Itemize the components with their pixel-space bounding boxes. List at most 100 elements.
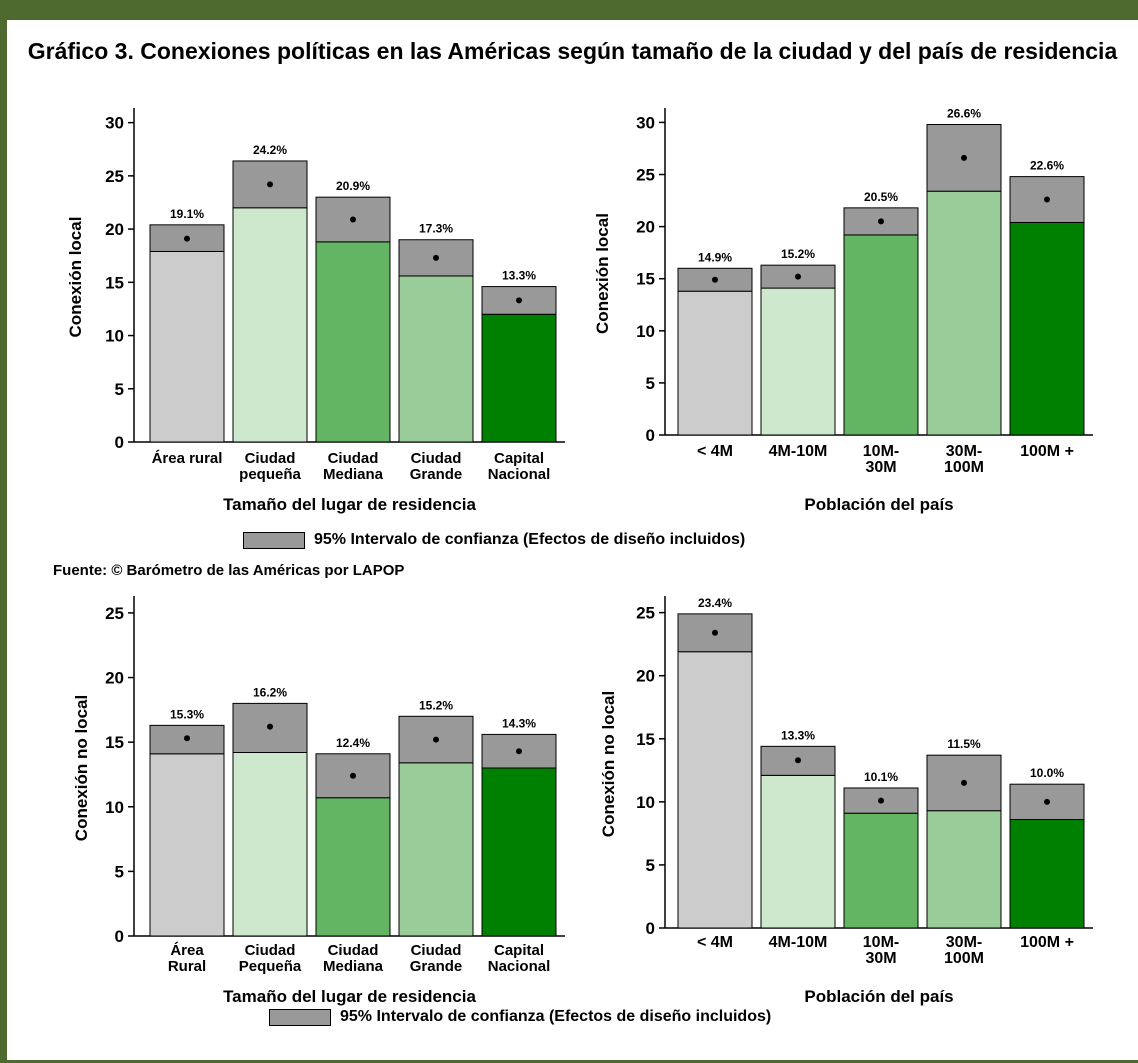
category-label: Grande	[410, 958, 463, 975]
category-label: 10M-	[863, 934, 899, 951]
value-label: 17.3%	[419, 222, 453, 236]
bar	[149, 753, 225, 937]
y-tick-label: 5	[646, 374, 655, 393]
category-label: 30M-	[946, 934, 982, 951]
value-label: 22.6%	[1030, 159, 1064, 173]
chart-nonlocal-city-size: 051015202515.3%ÁreaRural16.2%CiudadPeque…	[72, 596, 565, 1006]
x-axis-title: Población del país	[804, 987, 953, 1006]
category-label: 10M-	[863, 443, 899, 460]
point-estimate	[878, 218, 884, 225]
point-estimate	[516, 297, 522, 304]
value-label: 19.1%	[170, 207, 204, 221]
category-label: < 4M	[697, 443, 733, 460]
value-label: 10.1%	[864, 770, 898, 784]
category-label: < 4M	[697, 934, 733, 951]
bar	[843, 234, 919, 436]
bar	[1009, 221, 1085, 436]
point-estimate	[795, 273, 801, 280]
value-label: 13.3%	[781, 728, 815, 742]
y-tick-label: 5	[646, 856, 655, 875]
y-tick-label: 25	[105, 604, 124, 623]
point-estimate	[184, 735, 190, 742]
x-axis-title: Tamaño del lugar de residencia	[223, 987, 476, 1006]
category-label: Ciudad	[411, 942, 462, 959]
y-tick-label: 25	[105, 167, 124, 186]
point-estimate	[795, 757, 801, 764]
category-label: Rural	[168, 958, 206, 975]
legend-label: 95% Intervalo de confianza (Efectos de d…	[340, 1008, 772, 1025]
y-tick-label: 30	[105, 114, 124, 133]
y-tick-label: 15	[105, 273, 124, 292]
value-label: 20.5%	[864, 190, 898, 204]
point-estimate	[712, 629, 718, 636]
point-estimate	[961, 154, 967, 161]
value-label: 15.2%	[781, 247, 815, 261]
y-tick-label: 5	[115, 862, 124, 881]
bar	[481, 767, 557, 937]
bar	[677, 651, 753, 929]
y-tick-label: 30	[636, 113, 655, 132]
ci-band	[760, 745, 836, 776]
value-label: 14.9%	[698, 250, 732, 264]
value-label: 12.4%	[336, 736, 370, 750]
value-label: 14.3%	[502, 716, 536, 730]
category-label: Mediana	[323, 466, 384, 483]
point-estimate	[350, 772, 356, 779]
y-axis-title: Conexión local	[593, 213, 612, 334]
point-estimate	[1044, 196, 1050, 203]
y-axis-title: Conexión no local	[599, 691, 618, 837]
figure-title: Gráfico 3. Conexiones políticas en las A…	[27, 38, 1118, 64]
value-label: 20.9%	[336, 179, 370, 193]
category-label: Pequeña	[239, 958, 302, 975]
bar	[926, 190, 1002, 436]
y-tick-label: 15	[105, 733, 124, 752]
category-label: Ciudad	[245, 450, 296, 467]
category-label: Ciudad	[245, 942, 296, 959]
figure-frame: Gráfico 3. Conexiones políticas en las A…	[7, 20, 1138, 1060]
value-label: 13.3%	[502, 269, 536, 283]
y-axis-title: Conexión local	[66, 217, 85, 338]
category-label: 100M	[944, 950, 984, 967]
point-estimate	[878, 797, 884, 804]
category-label: Ciudad	[411, 450, 462, 467]
bar	[398, 762, 474, 937]
source-note: Fuente: © Barómetro de las Américas por …	[53, 562, 405, 579]
y-tick-label: 0	[115, 433, 124, 452]
y-tick-label: 10	[105, 327, 124, 346]
category-label: Grande	[410, 466, 463, 483]
y-tick-label: 25	[636, 166, 655, 185]
bar	[926, 810, 1002, 929]
y-tick-label: 15	[636, 730, 655, 749]
y-tick-label: 20	[105, 220, 124, 239]
y-tick-label: 10	[636, 793, 655, 812]
legend-top: 95% Intervalo de confianza (Efectos de d…	[243, 531, 745, 549]
value-label: 24.2%	[253, 143, 287, 157]
y-tick-label: 0	[646, 919, 655, 938]
y-tick-label: 0	[646, 426, 655, 445]
point-estimate	[961, 779, 967, 786]
category-label: 30M-	[946, 443, 982, 460]
y-tick-label: 0	[115, 927, 124, 946]
bar	[1009, 819, 1085, 929]
bar	[149, 250, 225, 443]
bar	[760, 774, 836, 929]
y-tick-label: 10	[636, 322, 655, 341]
point-estimate	[267, 723, 273, 730]
category-label: Área	[170, 942, 204, 959]
y-tick-label: 25	[636, 604, 655, 623]
category-label: Ciudad	[328, 942, 379, 959]
value-label: 23.4%	[698, 596, 732, 610]
category-label: 100M	[944, 459, 984, 476]
point-estimate	[516, 748, 522, 755]
value-label: 16.2%	[253, 685, 287, 699]
category-label: pequeña	[239, 466, 301, 483]
value-label: 10.0%	[1030, 766, 1064, 780]
bar	[315, 797, 391, 937]
y-tick-label: 20	[636, 667, 655, 686]
point-estimate	[712, 276, 718, 283]
bar	[232, 751, 308, 937]
y-axis-title: Conexión no local	[72, 695, 91, 841]
bar	[481, 313, 557, 443]
y-tick-label: 20	[636, 218, 655, 237]
